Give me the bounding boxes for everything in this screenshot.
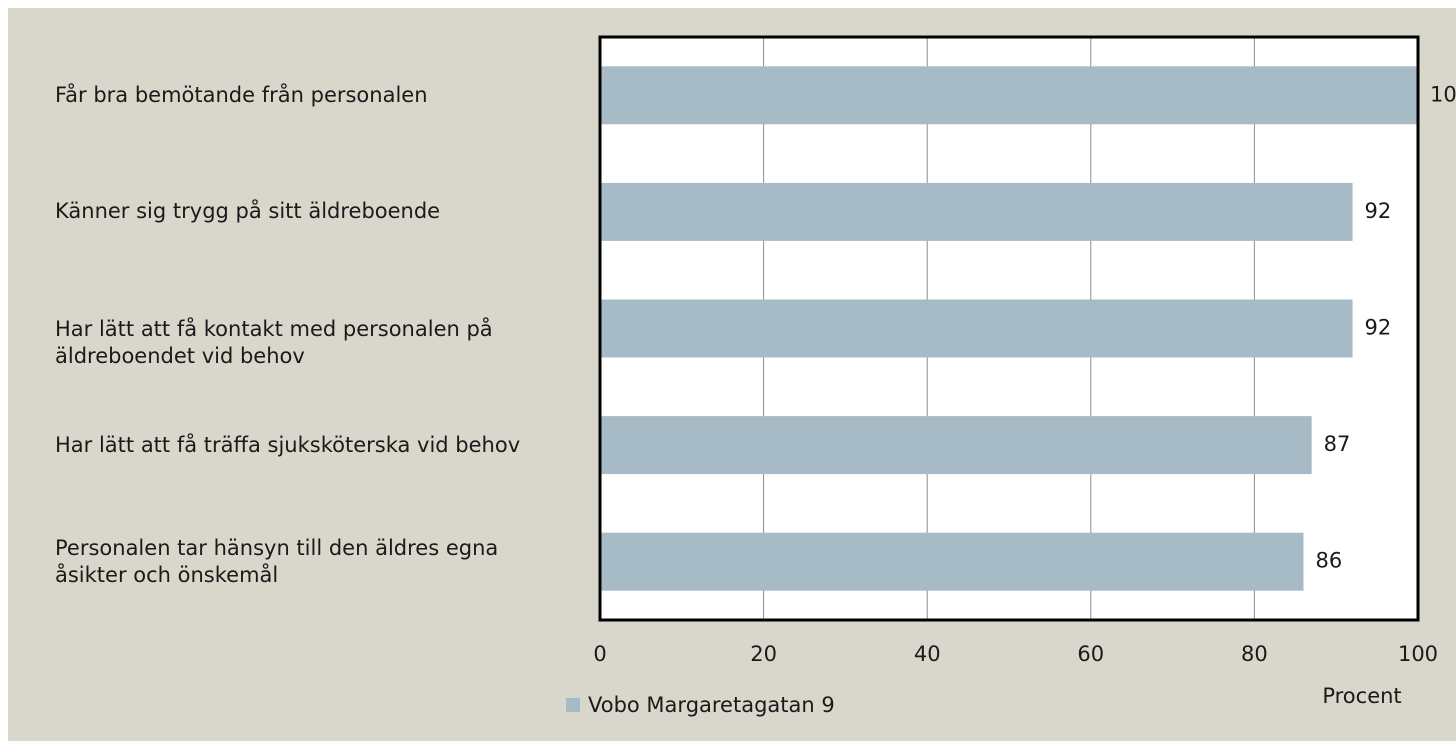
legend-label: Vobo Margaretagatan 9 [588, 693, 835, 717]
category-label: Personalen tar hänsyn till den äldres eg… [55, 535, 499, 587]
value-label: 92 [1365, 199, 1392, 223]
x-tick-label: 40 [914, 642, 941, 666]
bar [600, 532, 1304, 591]
bar [600, 299, 1353, 358]
chart: 0 20 40 60 80 100 100 92 92 87 86 Procent Vobo Marga… [566, 35, 1456, 717]
bar [600, 182, 1353, 241]
plot-border [598, 35, 1420, 622]
value-label: 86 [1315, 549, 1342, 573]
bar [600, 66, 1418, 125]
chart-background: 0 20 40 60 80 100 100 92 92 87 86 Procent Vobo Marga… [8, 8, 1456, 741]
legend-swatch [566, 698, 580, 712]
value-label: 87 [1324, 432, 1351, 456]
category-label: Har lätt att få träffa sjuksköterska vid… [55, 432, 521, 457]
category-label: Har lätt att få kontakt med personalen p… [55, 316, 493, 368]
category-label: Känner sig trygg på sitt äldreboende [55, 199, 441, 224]
value-label: 100 [1430, 82, 1456, 106]
category-label: Får bra bemötande från personalen [55, 82, 428, 107]
x-tick-label: 20 [750, 642, 777, 666]
x-tick-label: 100 [1398, 642, 1438, 666]
x-axis-label: Procent [1322, 684, 1401, 708]
value-label: 92 [1365, 316, 1392, 340]
x-tick-label: 80 [1241, 642, 1268, 666]
x-tick-label: 0 [593, 642, 606, 666]
bar [600, 416, 1312, 475]
x-tick-label: 60 [1077, 642, 1104, 666]
